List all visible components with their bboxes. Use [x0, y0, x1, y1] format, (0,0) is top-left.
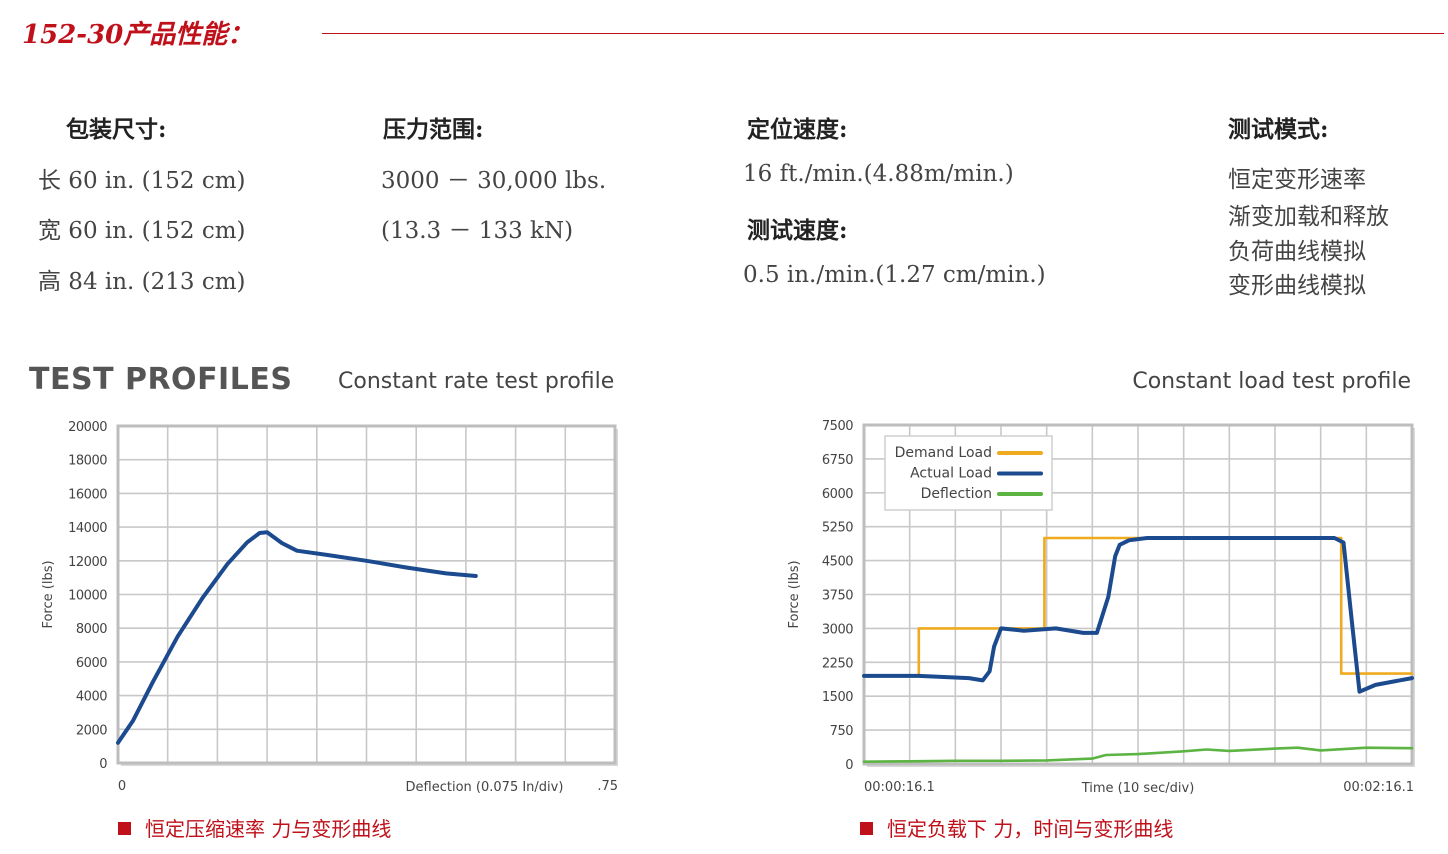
plot-frame — [116, 424, 617, 765]
spec-positioning-heading: 定位速度: — [747, 116, 848, 143]
x-tick-label: .75 — [597, 779, 618, 794]
spec-mode-item: 变形曲线模拟 — [1228, 273, 1366, 299]
spec-mode-item: 恒定变形速率 — [1228, 167, 1366, 193]
legend-label: Demand Load — [895, 445, 992, 461]
spec-package-width: 宽 60 in. (152 cm) — [38, 218, 246, 244]
y-tick-label: 7500 — [822, 419, 853, 434]
spec-pressure-lbs: 3000 － 30,000 lbs. — [381, 168, 607, 194]
y-tick-label: 18000 — [68, 454, 107, 469]
y-tick-label: 1500 — [822, 690, 853, 705]
deflection-line — [862, 746, 1414, 764]
caption-bullet-icon — [118, 822, 131, 835]
spec-positioning-value: 16 ft./min.(4.88m/min.) — [743, 161, 1014, 187]
y-tick-label: 0 — [99, 757, 107, 772]
page-title: 152-30产品性能： — [22, 20, 254, 50]
y-axis-label: Force (lbs) — [787, 560, 802, 628]
y-tick-label: 4000 — [76, 690, 107, 705]
section-title: TEST PROFILES — [29, 362, 293, 397]
y-tick-label: 16000 — [68, 487, 107, 502]
spec-pressure-kn: (13.3 － 133 kN) — [381, 218, 574, 244]
plot-frame — [862, 423, 1414, 766]
y-tick-label: 20000 — [68, 420, 107, 435]
demand-load-line — [917, 536, 1414, 675]
y-tick-label: 14000 — [68, 521, 107, 536]
chart2-caption: 恒定负载下 力，时间与变形曲线 — [860, 813, 1173, 842]
y-tick-label: 3000 — [822, 622, 853, 637]
x-tick-label: 00:02:16.1 — [1343, 780, 1414, 795]
y-tick-label: 4500 — [822, 555, 853, 570]
chart2-title: Constant load test profile — [1132, 369, 1411, 394]
y-tick-label: 10000 — [68, 589, 107, 604]
y-tick-label: 5250 — [822, 521, 853, 536]
x-axis-label: Deflection (0.075 In/div) — [406, 780, 564, 795]
spec-test-speed-heading: 测试速度: — [747, 217, 848, 244]
legend-label: Deflection — [921, 486, 992, 502]
spec-mode-item: 负荷曲线模拟 — [1228, 239, 1366, 265]
chart1-title: Constant rate test profile — [338, 369, 615, 394]
y-tick-label: 12000 — [68, 555, 107, 570]
chart1-caption-text: 恒定压缩速率 力与变形曲线 — [145, 817, 392, 841]
spec-package-length: 长 60 in. (152 cm) — [38, 168, 246, 194]
y-tick-label: 2250 — [822, 656, 853, 671]
y-tick-label: 2000 — [76, 723, 107, 738]
spec-modes-heading: 测试模式: — [1228, 116, 1329, 143]
x-tick-label: 00:00:16.1 — [864, 780, 935, 795]
x-axis-label: Time (10 sec/div) — [1081, 781, 1195, 796]
y-tick-label: 0 — [845, 758, 853, 773]
legend-label: Actual Load — [910, 466, 992, 482]
x-tick-label: 0 — [118, 779, 126, 794]
chart1-caption: 恒定压缩速率 力与变形曲线 — [118, 813, 391, 842]
chart2-caption-text: 恒定负载下 力，时间与变形曲线 — [887, 817, 1174, 841]
spec-package-height: 高 84 in. (213 cm) — [38, 269, 246, 295]
y-axis-label: Force (lbs) — [41, 560, 56, 628]
y-tick-label: 6000 — [822, 487, 853, 502]
title-divider — [322, 33, 1444, 34]
spec-mode-item: 渐变加载和释放 — [1228, 204, 1389, 230]
y-tick-label: 6000 — [76, 656, 107, 671]
spec-package-heading: 包装尺寸: — [66, 116, 167, 143]
spec-test-speed-value: 0.5 in./min.(1.27 cm/min.) — [743, 262, 1046, 288]
y-tick-label: 3750 — [822, 589, 853, 604]
actual-load-line — [862, 536, 1414, 694]
y-tick-label: 6750 — [822, 453, 853, 468]
spec-pressure-heading: 压力范围: — [383, 116, 484, 143]
y-tick-label: 8000 — [76, 622, 107, 637]
y-tick-label: 750 — [830, 724, 854, 739]
caption-bullet-icon — [860, 822, 873, 835]
force-line — [116, 530, 478, 745]
